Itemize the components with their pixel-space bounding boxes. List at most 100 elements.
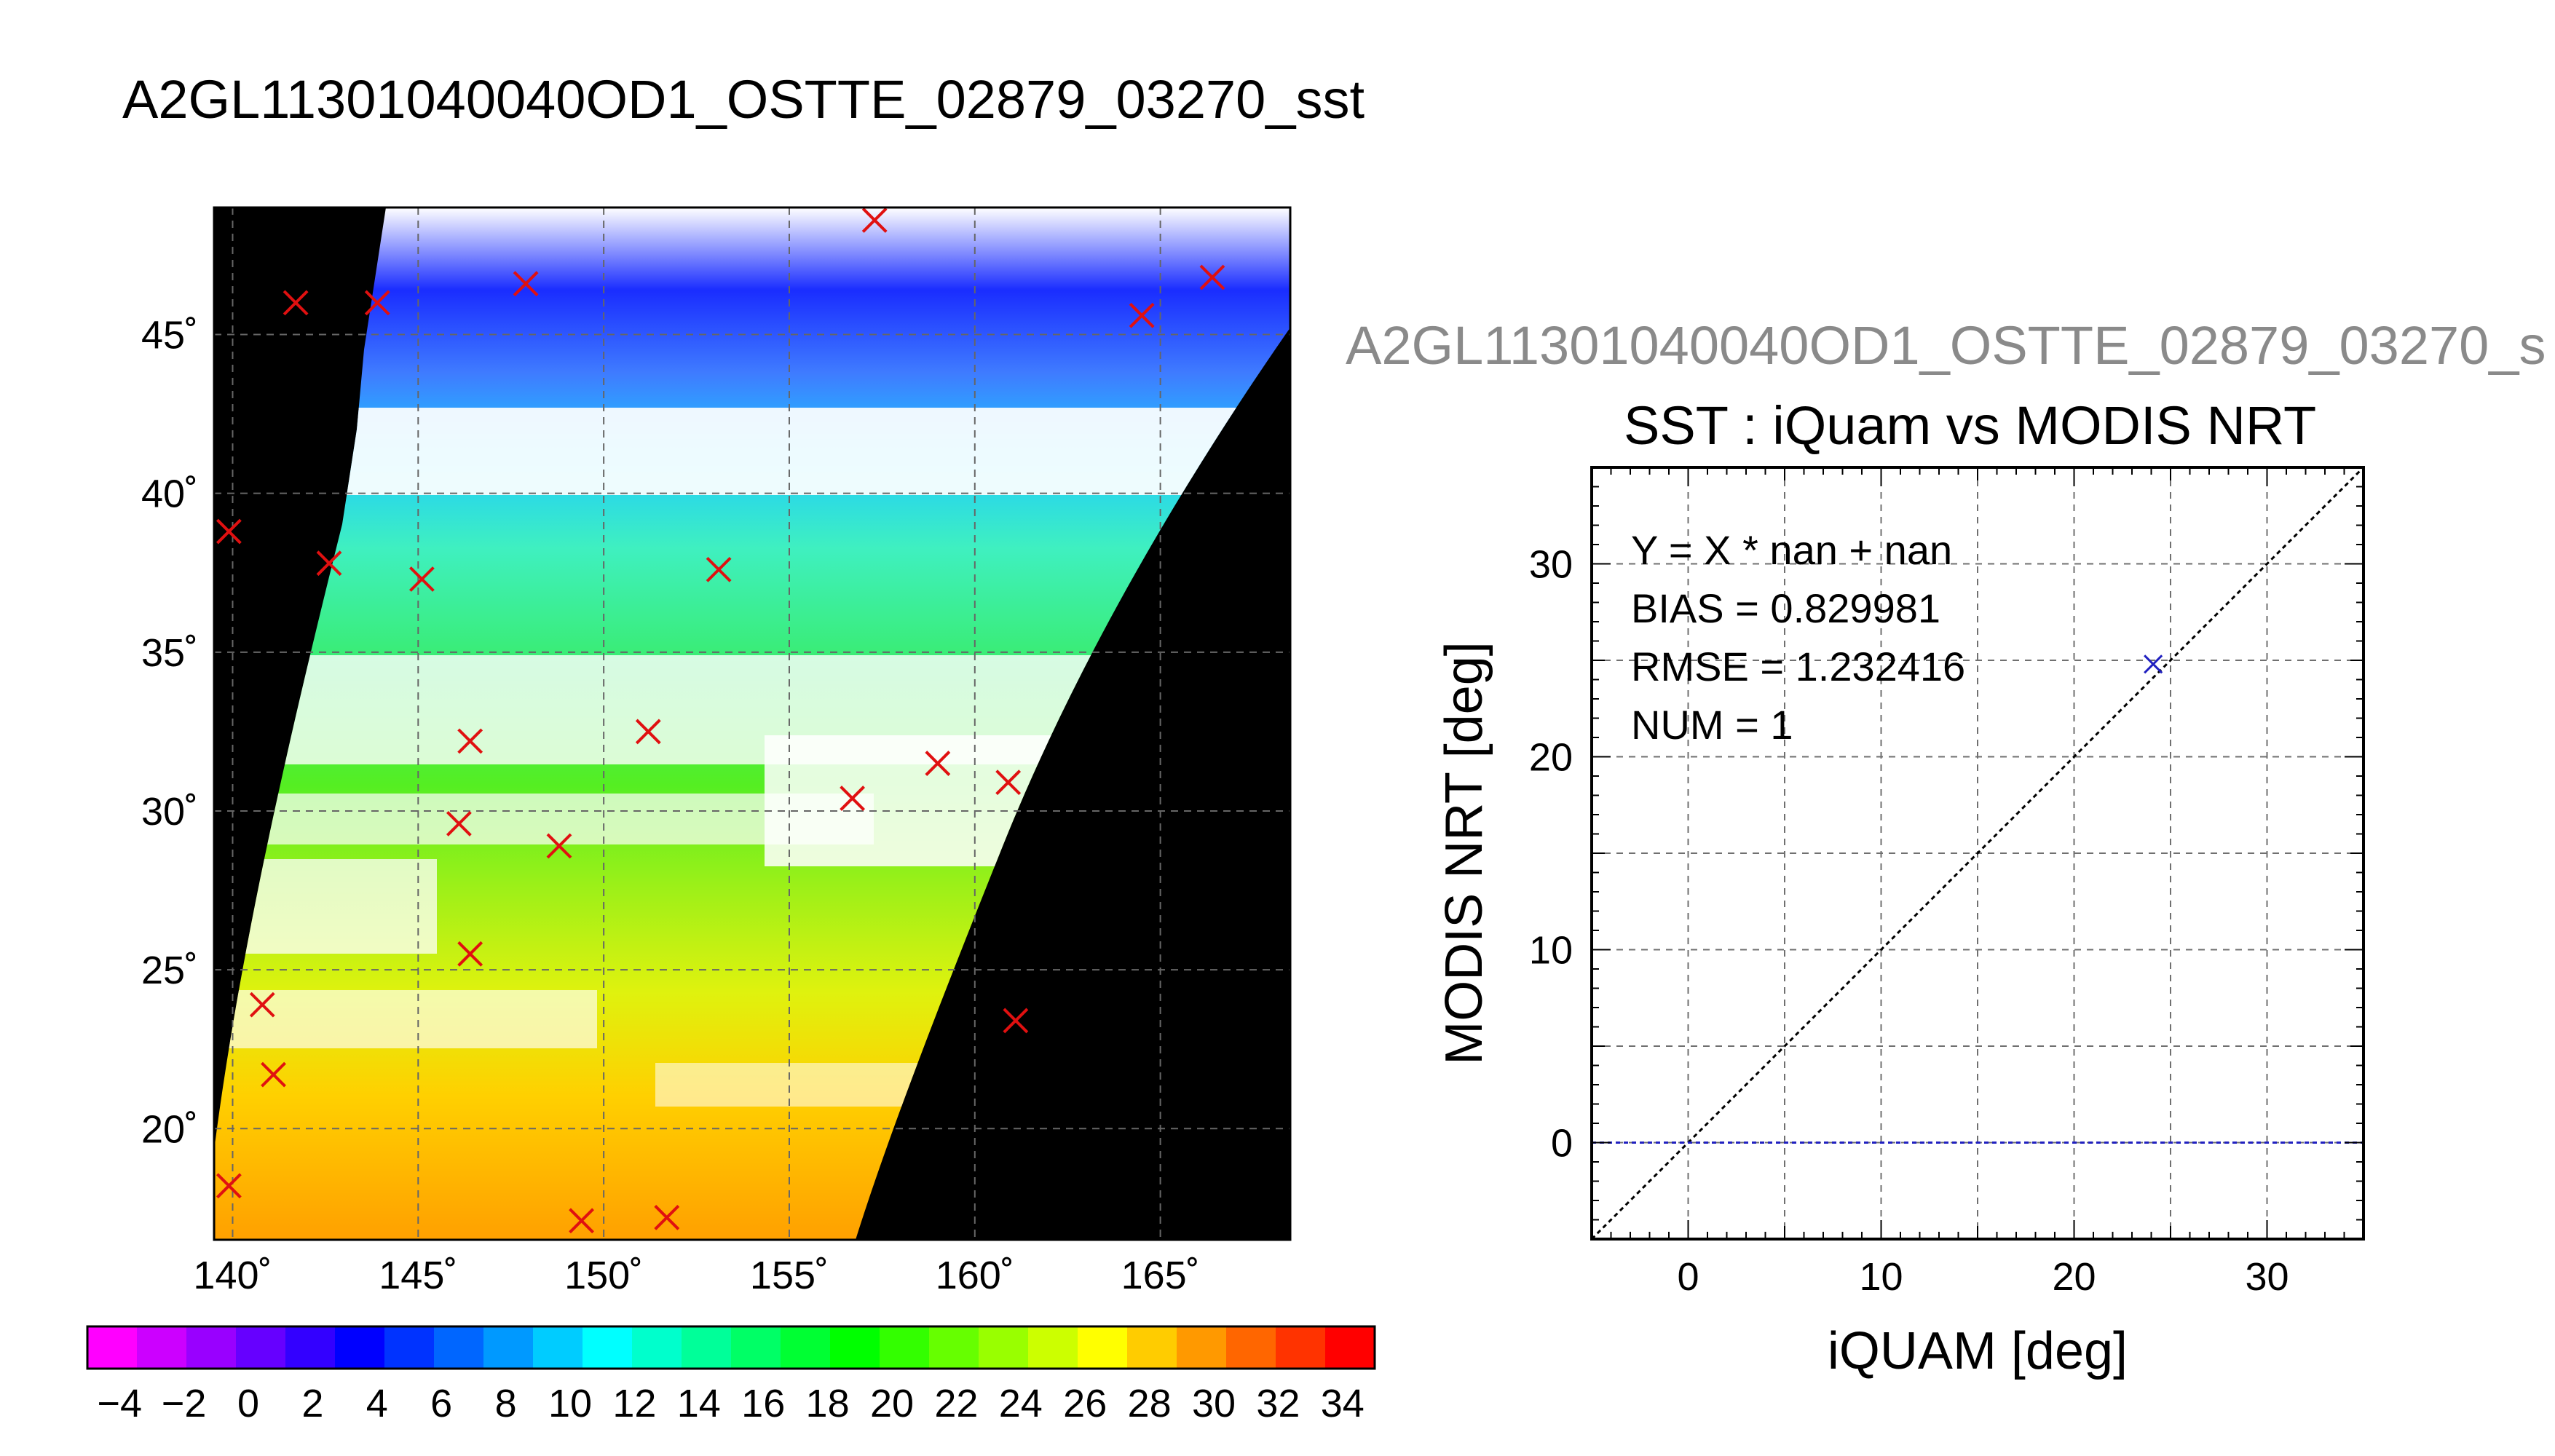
map-y-tick-label: 30˚ (141, 790, 198, 834)
marker-stroke (1199, 264, 1225, 290)
scatter-minor-ticks (1591, 467, 2364, 1240)
colorbar-swatch (1078, 1326, 1128, 1369)
colorbar-swatch (384, 1326, 435, 1369)
colorbar-swatch (682, 1326, 732, 1369)
scatter-point (2144, 654, 2163, 674)
colorbar-tick-label: 8 (495, 1382, 517, 1425)
matchup-marker (654, 1205, 680, 1230)
marker-stroke (925, 751, 951, 776)
colorbar-swatch (1276, 1326, 1326, 1369)
marker-stroke (283, 290, 309, 316)
matchup-markers (216, 207, 1225, 1234)
colorbar-swatch (1127, 1326, 1177, 1369)
matchup-marker (216, 518, 242, 545)
marker-stroke (261, 1061, 286, 1088)
scatter-y-axis: 0 10 20 30 (1529, 543, 1573, 1166)
scatter-x-tick-label: 30 (2245, 1255, 2289, 1299)
map-y-tick-label: 20˚ (141, 1107, 198, 1151)
point-stroke (2144, 654, 2163, 674)
matchup-marker (457, 941, 483, 967)
colorbar-tick-label: 20 (870, 1382, 914, 1425)
scatter-subtitle: A2GL11301040040OD1_OSTTE_02879_03270_s (1346, 315, 2546, 376)
marker-stroke (706, 556, 732, 582)
colorbar-tick-label: 26 (1063, 1382, 1107, 1425)
matchup-marker (364, 290, 390, 316)
scatter-title: SST : iQuam vs MODIS NRT (1624, 395, 2317, 456)
map-x-tick-label: 150˚ (564, 1254, 643, 1297)
colorbar-swatch (731, 1326, 781, 1369)
scatter-panel: 0 10 20 30 0 10 20 30 Y = X * nan + nan BIAS = … (1435, 466, 2365, 1380)
colorbar-tick-label: 22 (934, 1382, 978, 1425)
scatter-y-label: MODIS NRT [deg] (1435, 641, 1493, 1065)
map-x-tick-label: 165˚ (1121, 1254, 1200, 1297)
matchup-marker (635, 719, 661, 745)
one-to-one-line (1590, 466, 2365, 1241)
colorbar-swatch (483, 1326, 534, 1369)
scatter-y-tick-label: 10 (1529, 929, 1573, 973)
colorbar-frame (86, 1325, 1376, 1370)
colorbar-swatch (335, 1326, 385, 1369)
colorbar-tick-label: 4 (366, 1382, 388, 1425)
marker-stroke (995, 769, 1022, 796)
colorbar-tick-label: 16 (741, 1382, 785, 1425)
colorbar-swatch (1028, 1326, 1078, 1369)
map-y-tick-label: 40˚ (141, 472, 198, 516)
scatter-points (2144, 654, 2163, 674)
main-title: A2GL11301040040OD1_OSTTE_02879_03270_sst (122, 69, 1365, 130)
colorbar-swatch (979, 1326, 1029, 1369)
colorbar-tick-label: 34 (1321, 1382, 1365, 1425)
matchup-marker (995, 769, 1022, 796)
marker-stroke (446, 811, 472, 836)
colorbar-tick-label: 32 (1256, 1382, 1300, 1425)
matchup-marker (1003, 1008, 1029, 1034)
marker-stroke (635, 719, 661, 745)
colorbar-tick-label: 18 (806, 1382, 850, 1425)
scatter-stat-line: RMSE = 1.232416 (1631, 644, 1965, 689)
matchup-marker (1129, 302, 1155, 328)
scatter-lines (1590, 466, 2365, 1241)
colorbar-swatch (186, 1326, 237, 1369)
matchup-marker (569, 1208, 594, 1234)
matchup-marker (546, 833, 572, 859)
colorbar-tick-label: −2 (162, 1382, 207, 1425)
map-y-tick-label: 45˚ (141, 314, 198, 357)
colorbar-swatch (285, 1326, 336, 1369)
matchup-marker (1199, 264, 1225, 290)
colorbar-tick-label: 28 (1128, 1382, 1172, 1425)
map-y-tick-label: 25˚ (141, 949, 198, 992)
marker-stroke (840, 786, 866, 811)
matchup-marker (706, 556, 732, 582)
marker-stroke (249, 992, 275, 1018)
colorbar-tick-label: −4 (97, 1382, 142, 1425)
marker-stroke (364, 290, 390, 316)
colorbar-swatch (1226, 1326, 1276, 1369)
scatter-y-tick-label: 30 (1529, 543, 1573, 587)
marker-stroke (457, 941, 483, 967)
colorbar-tick-label: 30 (1192, 1382, 1236, 1425)
colorbar-tick-label: 12 (612, 1382, 656, 1425)
scatter-y-tick-label: 20 (1529, 736, 1573, 780)
matchup-marker (446, 811, 472, 836)
colorbar-tick-label: 2 (301, 1382, 323, 1425)
colorbar-swatch (632, 1326, 682, 1369)
colorbar-swatch (929, 1326, 979, 1369)
map-grid (214, 207, 1290, 1240)
matchup-marker (840, 786, 866, 811)
scatter-x-tick-label: 0 (1677, 1255, 1699, 1299)
marker-stroke (569, 1208, 594, 1234)
marker-stroke (457, 728, 483, 754)
matchup-marker (283, 290, 309, 316)
matchup-marker (457, 728, 483, 754)
matchup-marker (249, 992, 275, 1018)
marker-stroke (316, 550, 342, 577)
matchup-marker (261, 1061, 286, 1088)
matchup-marker (861, 207, 888, 233)
colorbar-swatch (1177, 1326, 1227, 1369)
marker-stroke (861, 207, 888, 233)
colorbar-swatch (533, 1326, 583, 1369)
map-y-tick-label: 35˚ (141, 631, 198, 675)
marker-stroke (654, 1205, 680, 1230)
colorbar-swatch (781, 1326, 831, 1369)
matchup-marker (513, 271, 539, 297)
colorbar-swatch (1325, 1326, 1375, 1369)
